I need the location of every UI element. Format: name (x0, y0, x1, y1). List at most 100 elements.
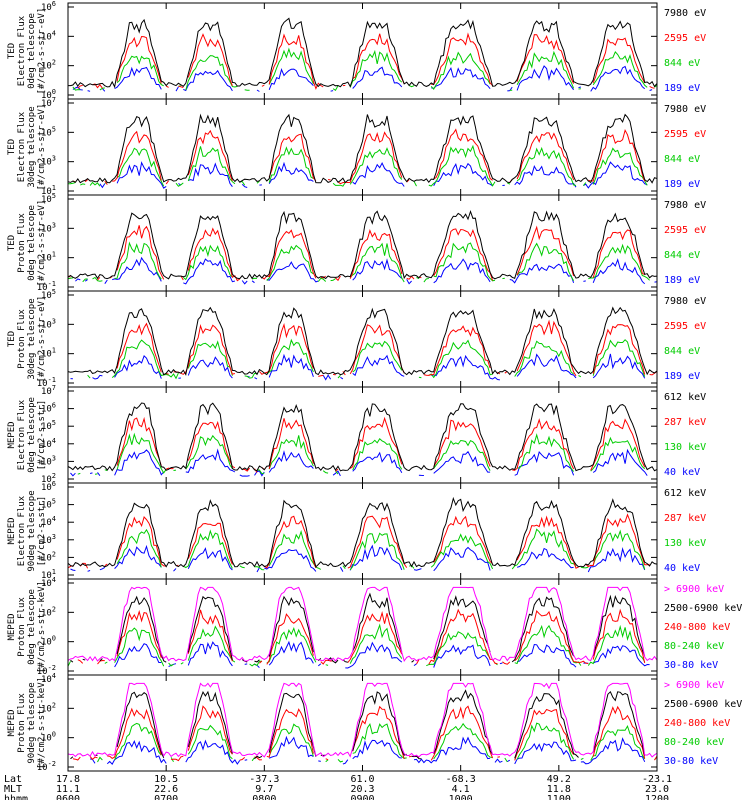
x-tick-label: 17.8 (56, 774, 80, 785)
x-row-label: hhmm (4, 794, 28, 800)
x-tick-label: -37.3 (249, 774, 279, 785)
legend-entry: 844 eV (664, 154, 700, 165)
x-row-label: Lat (4, 774, 22, 785)
x-tick-label: 61.0 (350, 774, 374, 785)
legend-entry: 7980 eV (664, 8, 706, 19)
series-line-2 (117, 418, 657, 472)
x-tick-label: -23.1 (642, 774, 672, 785)
x-tick-label: 0700 (154, 794, 178, 800)
legend-entry: 2595 eV (664, 33, 706, 44)
x-tick-label: 1100 (547, 794, 571, 800)
x-tick-label: -68.3 (446, 774, 476, 785)
y-axis-label: Proton Flux (17, 597, 27, 657)
series-line-4 (70, 544, 646, 573)
legend-entry: > 6900 keV (664, 584, 724, 595)
x-tick-label: 0900 (350, 794, 374, 800)
y-axis-label: Electron Flux (17, 15, 27, 86)
series-line-1 (68, 496, 657, 568)
series-line-1 (68, 209, 657, 280)
y-axis-label: TED (7, 235, 17, 251)
legend-entry: 189 eV (664, 275, 700, 286)
x-tick-label: 1000 (449, 794, 473, 800)
x-tick-label: 0600 (56, 794, 80, 800)
legend-entry: 189 eV (664, 371, 700, 382)
y-axis-label: [#/cm2-s-str-eV] (37, 8, 47, 95)
series-line-2 (77, 32, 655, 90)
series-line-3 (78, 610, 657, 665)
series-line-4 (75, 256, 657, 285)
y-axis-label: Proton Flux (17, 213, 27, 273)
y-axis-label: Proton Flux (17, 309, 27, 369)
legend-entry: 240-800 keV (664, 718, 730, 729)
y-axis-label: [#/cm2-s-str-eV] (37, 104, 47, 191)
y-axis-label: Proton Flux (17, 693, 27, 753)
y-axis-label: [#/cm2-s-str-keV] (37, 581, 47, 673)
legend-entry: 287 keV (664, 417, 706, 428)
series-line-3 (68, 241, 650, 283)
series-line-1 (68, 402, 657, 472)
legend-entry: 844 eV (664, 58, 700, 69)
legend-entry: 2595 eV (664, 129, 706, 140)
y-axis-label: 0deg telescope (27, 589, 37, 665)
y-axis-label: 30deg telescope (27, 106, 37, 187)
y-axis-label: MEPED (7, 613, 17, 640)
series-line-4 (68, 623, 646, 667)
x-tick-label: 4.1 (452, 784, 470, 795)
y-axis-label: MEPED (7, 517, 17, 544)
y-axis-label: 0deg telescope (27, 205, 37, 281)
series-line-2 (116, 319, 657, 377)
legend-entry: 2595 eV (664, 225, 706, 236)
x-tick-label: 22.6 (154, 784, 178, 795)
legend-entry: 80-240 keV (664, 737, 724, 748)
y-axis-label: 0deg telescope (27, 397, 37, 473)
legend-entry: 40 keV (664, 467, 700, 478)
y-axis-label: 30deg telescope (27, 298, 37, 379)
series-line-1 (68, 682, 657, 758)
y-axis-label: [#/cm2-s-str] (37, 496, 47, 566)
y-axis-label: 90deg telescope (27, 682, 37, 763)
legend-entry: 287 keV (664, 513, 706, 524)
series-line-1 (68, 113, 657, 184)
y-axis-label: MEPED (7, 421, 17, 448)
legend-entry: 2595 eV (664, 321, 706, 332)
legend-entry: 612 keV (664, 392, 706, 403)
legend-entry: 7980 eV (664, 104, 706, 115)
x-tick-label: 10.5 (154, 774, 178, 785)
x-tick-label: 11.8 (547, 784, 571, 795)
series-line-3 (87, 338, 646, 380)
legend-entry: 2500-6900 keV (664, 603, 742, 614)
legend-entry: 130 keV (664, 538, 706, 549)
legend-entry: 844 eV (664, 346, 700, 357)
x-tick-label: 9.7 (255, 784, 273, 795)
x-row-label: MLT (4, 784, 22, 795)
legend-entry: 40 keV (664, 563, 700, 574)
legend-entry: 612 keV (664, 488, 706, 499)
x-tick-label: 11.1 (56, 784, 80, 795)
y-axis-label: [#/cm2-s-str] (37, 400, 47, 470)
legend-entry: 7980 eV (664, 200, 706, 211)
x-tick-label: 20.3 (350, 784, 374, 795)
series-line-3 (116, 528, 646, 571)
legend-entry: 240-800 keV (664, 622, 730, 633)
series-line-3 (72, 705, 657, 762)
legend-entry: 189 eV (664, 179, 700, 190)
legend-entry: 844 eV (664, 250, 700, 261)
legend-entry: 30-80 keV (664, 660, 718, 671)
legend-entry: > 6900 keV (664, 680, 724, 691)
y-axis-label: 0deg telescope (27, 13, 37, 89)
series-line-2 (71, 691, 655, 759)
y-axis-label: MEPED (7, 709, 17, 736)
legend-entry: 189 eV (664, 83, 700, 94)
panel-frame (67, 98, 658, 196)
y-axis-label: [#/cm2-s-str-keV] (37, 677, 47, 769)
y-axis-label: Electron Flux (17, 111, 27, 182)
x-tick-label: 0800 (252, 794, 276, 800)
